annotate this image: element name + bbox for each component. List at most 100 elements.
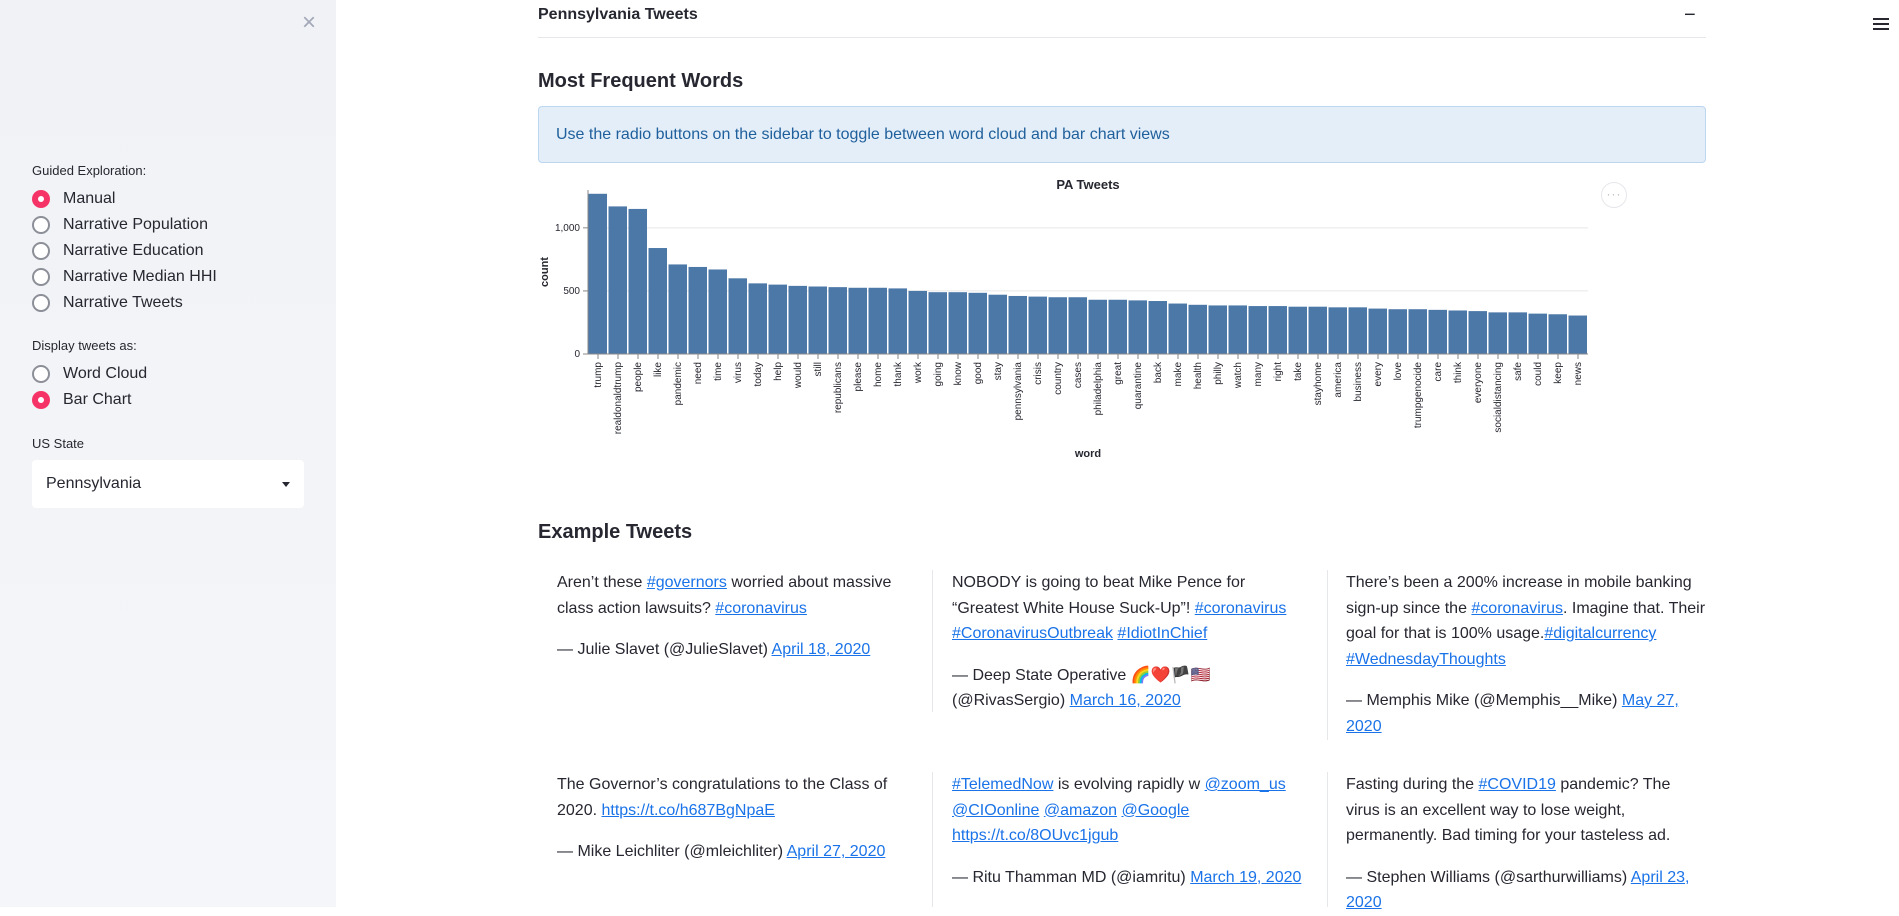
radio-selected-icon[interactable] — [32, 190, 50, 208]
radio-narrative-median-hhi[interactable]: Narrative Median HHI — [32, 265, 217, 289]
bar — [1008, 295, 1027, 354]
x-tick-label: philly — [1213, 362, 1224, 385]
radio-unselected-icon[interactable] — [32, 242, 50, 260]
tweet-link[interactable]: #governors — [646, 574, 727, 591]
radio-narrative-population[interactable]: Narrative Population — [32, 213, 208, 237]
x-tick-label: philadelphia — [1093, 362, 1104, 416]
tweet-link[interactable]: @Google — [1121, 801, 1190, 819]
radio-manual[interactable]: Manual — [32, 187, 115, 211]
tweet-link[interactable]: @CIOonline — [952, 801, 1040, 819]
expander-title[interactable]: Pennsylvania Tweets — [538, 6, 698, 23]
tweet-text: #TelemedNow is evolving rapidly w @zoom_… — [952, 776, 1286, 844]
bar — [1568, 315, 1587, 354]
x-tick-label: crisis — [1033, 362, 1044, 385]
x-tick-label: need — [693, 362, 704, 384]
bar — [948, 292, 967, 354]
tweet-link[interactable]: #coronavirus — [715, 599, 807, 617]
tweet-link[interactable]: @zoom_us — [1204, 776, 1286, 793]
tweet-date-link[interactable]: May 27, 2020 — [1346, 692, 1679, 735]
radio-narrative-tweets[interactable]: Narrative Tweets — [32, 291, 183, 315]
x-tick-label: people — [633, 362, 644, 392]
bar — [748, 283, 767, 354]
tweet-text: There’s been a 200% increase in mobile b… — [1346, 574, 1706, 668]
radio-label: Manual — [63, 190, 116, 207]
close-sidebar-icon[interactable]: × — [301, 9, 316, 36]
x-tick-label: pennsylvania — [1013, 362, 1024, 421]
radio-unselected-icon[interactable] — [32, 294, 50, 312]
bar — [888, 288, 907, 354]
radio-unselected-icon[interactable] — [32, 268, 50, 286]
more-options-icon[interactable]: ··· — [1601, 182, 1627, 208]
x-tick-label: america — [1333, 362, 1344, 398]
x-tick-label: home — [873, 362, 884, 387]
collapse-icon[interactable]: − — [1684, 4, 1696, 26]
radio-unselected-icon[interactable] — [32, 365, 50, 383]
column-divider — [932, 570, 933, 712]
radio-narrative-education[interactable]: Narrative Education — [32, 239, 204, 263]
radio-label: Word Cloud — [63, 365, 148, 382]
most-frequent-words-heading: Most Frequent Words — [538, 70, 744, 92]
bar — [768, 284, 787, 354]
chart-title: PA Tweets — [1056, 177, 1119, 192]
bar — [828, 287, 847, 354]
bar — [1088, 299, 1107, 354]
x-tick-label: health — [1193, 362, 1204, 389]
x-tick-label: time — [713, 362, 724, 381]
radio-selected-icon[interactable] — [32, 391, 50, 409]
x-tick-label: many — [1253, 362, 1264, 386]
tweet-link[interactable]: #COVID19 — [1478, 776, 1556, 793]
tweet-link[interactable]: #TelemedNow — [952, 776, 1054, 793]
column-divider — [1327, 570, 1328, 740]
tweet-link[interactable]: #coronavirus — [1194, 599, 1287, 617]
state-select[interactable]: Pennsylvania — [32, 460, 304, 508]
tweet-link[interactable]: #coronavirus — [1471, 599, 1564, 617]
column-divider — [932, 772, 933, 907]
tweet-link[interactable]: #CoronavirusOutbreak — [952, 625, 1113, 642]
bar — [1488, 312, 1507, 354]
tweet-link[interactable]: #IdiotInChief — [1117, 625, 1208, 642]
tweet-date-link[interactable]: April 27, 2020 — [786, 843, 886, 860]
radio-unselected-icon[interactable] — [32, 216, 50, 234]
tweet-attribution: — Ritu Thamman MD (@iamritu) March 19, 2… — [952, 868, 1302, 886]
x-tick-label: still — [813, 362, 824, 376]
tweet-text: NOBODY is going to beat Mike Pence for “… — [952, 574, 1287, 642]
bar — [1328, 307, 1347, 354]
tweet-link[interactable]: https://t.co/8OUvc1jgub — [952, 827, 1119, 844]
hamburger-menu-icon[interactable] — [1873, 18, 1889, 32]
x-tick-label: would — [793, 362, 804, 389]
x-tick-label: every — [1373, 362, 1384, 386]
tweet-attribution: — Deep State Operative 🌈❤️🏴🇺🇸 (@RivasSer… — [952, 666, 1211, 710]
x-tick-label: know — [953, 361, 964, 385]
bar — [1308, 306, 1327, 354]
tweet-link[interactable]: @amazon — [1043, 801, 1118, 819]
x-tick-label: help — [773, 362, 784, 381]
chevron-down-icon — [282, 481, 290, 487]
bar — [788, 285, 807, 354]
tweet-text: The Governor’s congratulations to the Cl… — [557, 776, 888, 819]
tweet-link[interactable]: https://t.co/h687BgNpaE — [601, 801, 775, 819]
radio-bar-chart[interactable]: Bar Chart — [32, 388, 131, 412]
x-tick-label: care — [1433, 362, 1444, 382]
x-tick-label: socialdistancing — [1493, 362, 1504, 433]
x-tick-label: cases — [1073, 362, 1084, 388]
bar — [1548, 314, 1567, 354]
tweet-date-link[interactable]: April 18, 2020 — [771, 641, 871, 658]
info-alert: Use the radio buttons on the sidebar to … — [538, 106, 1706, 163]
example-tweets-heading: Example Tweets — [538, 521, 693, 543]
x-tick-label: make — [1173, 362, 1184, 387]
tweet-date-link[interactable]: April 23, 2020 — [1346, 868, 1690, 912]
bar — [808, 286, 827, 354]
bar — [708, 269, 727, 354]
tweet-date-link[interactable]: March 19, 2020 — [1190, 868, 1302, 886]
x-tick-label: please — [853, 362, 864, 392]
bar — [1068, 297, 1087, 354]
tweet-card: #TelemedNow is evolving rapidly w @zoom_… — [952, 772, 1312, 890]
radio-word-cloud[interactable]: Word Cloud — [32, 362, 147, 386]
tweet-link[interactable]: #WednesdayThoughts — [1346, 650, 1506, 668]
tweet-link[interactable]: #digitalcurrency — [1544, 625, 1657, 642]
bar — [1168, 303, 1187, 354]
bar — [1108, 299, 1127, 354]
x-tick-label: stay — [993, 362, 1004, 380]
sidebar: × Guided Exploration: Manual Narrative P… — [0, 0, 336, 907]
tweet-date-link[interactable]: March 16, 2020 — [1069, 692, 1181, 709]
